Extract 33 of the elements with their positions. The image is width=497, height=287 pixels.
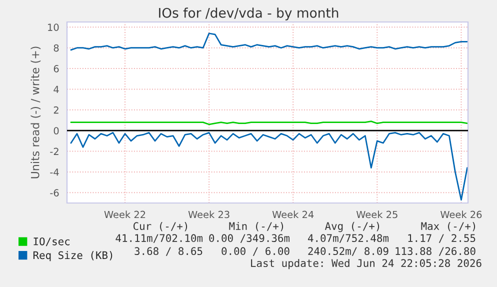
text: 0.00 /349.36m <box>209 234 290 243</box>
line-series <box>70 32 468 51</box>
y-tick-label: -6 <box>50 189 59 196</box>
y-tick-label: 10 <box>48 24 59 32</box>
legend-label: IO/sec <box>34 237 70 246</box>
text: Avg (-/+) <box>324 222 380 232</box>
text: Max (-/+) <box>421 222 476 232</box>
text: 240.52m/ 8.09 <box>308 247 388 256</box>
x-tick-label: Week 23 <box>188 210 230 218</box>
text: Cur (-/+) <box>133 222 188 232</box>
y-tick-label: 2 <box>54 106 58 114</box>
x-tick-label: Week 26 <box>440 210 482 218</box>
x-tick-label: Week 25 <box>356 210 398 218</box>
text: 4.07m/752.48m <box>308 234 389 243</box>
y-tick-label: 6 <box>54 65 59 72</box>
text: 3.68 / 8.65 <box>134 247 202 256</box>
y-tick-label: 8 <box>54 44 59 52</box>
text: 1.17 / 2.55 <box>408 234 476 243</box>
x-tick-label: Week 24 <box>272 210 314 218</box>
legend-label: Req Size (KB) <box>33 251 112 262</box>
text: 41.11m/702.10m <box>116 234 203 243</box>
y-axis-title: Units read (-) / write (+) <box>30 46 41 178</box>
text: Min (-/+) <box>229 222 284 232</box>
y-tick-label: 4 <box>54 86 59 93</box>
x-tick-label: Week 22 <box>104 210 146 218</box>
text: Last update: Wed Jun 24 22:05:28 2026 <box>251 258 482 270</box>
text: 0.00 / 6.00 <box>222 247 290 256</box>
text: 113.88 /26.80 <box>396 247 476 256</box>
chart-title: IOs for /dev/vda - by month <box>159 8 338 20</box>
line-series <box>70 132 468 201</box>
y-tick-label: -2 <box>50 148 58 155</box>
y-tick-label: -4 <box>50 168 59 176</box>
y-tick-label: 0 <box>54 127 59 134</box>
